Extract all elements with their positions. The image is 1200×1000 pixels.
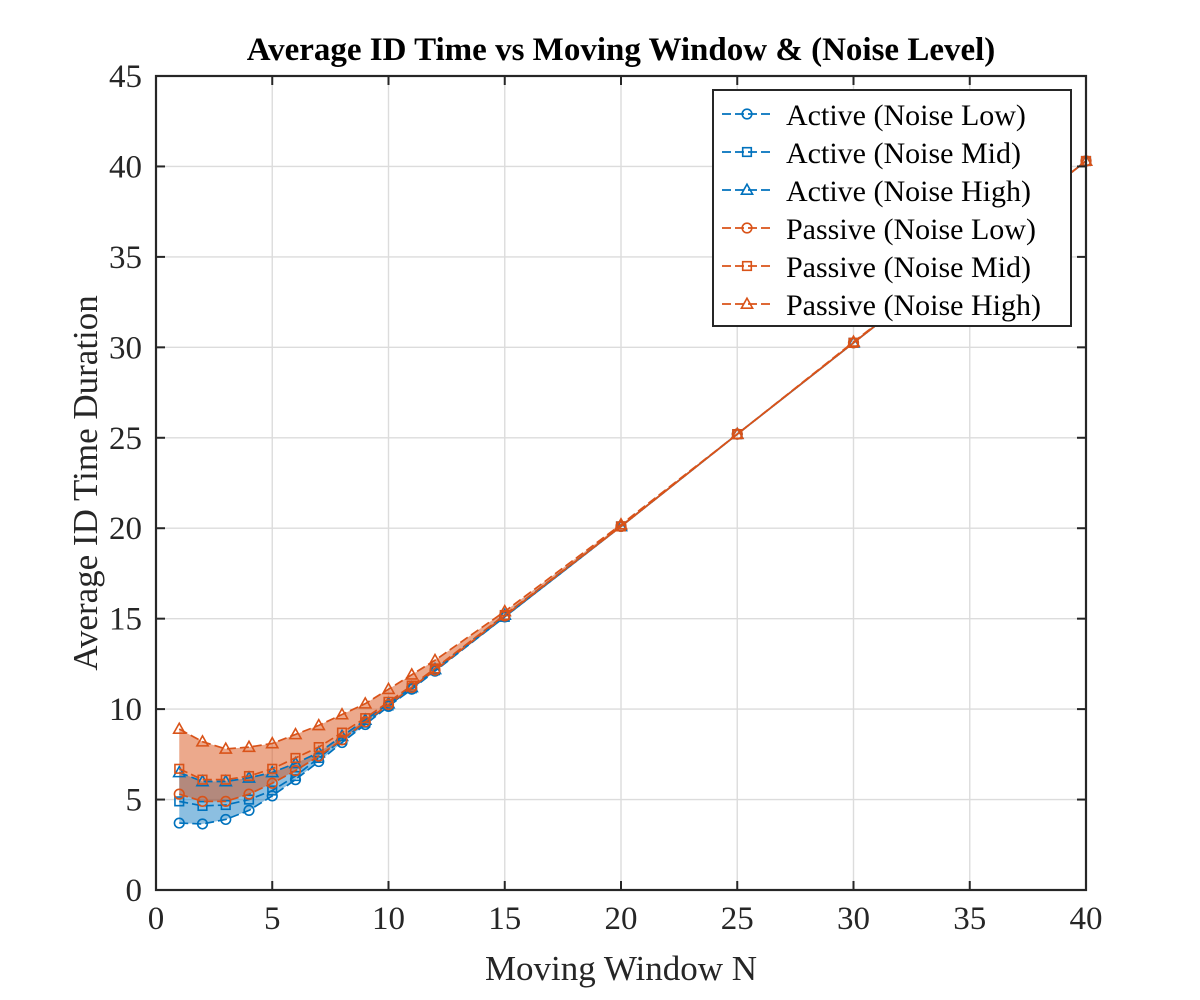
data-point [220, 774, 231, 785]
data-point [381, 681, 396, 695]
data-point [174, 763, 185, 774]
data-point [218, 741, 233, 754]
x-tick-label: 0 [148, 901, 165, 937]
data-point [265, 764, 280, 778]
data-point [266, 777, 278, 789]
data-point [335, 707, 349, 720]
data-point [358, 696, 373, 709]
data-point [288, 726, 303, 740]
legend-swatch-marker [741, 108, 753, 120]
series-line [178, 160, 1087, 781]
legend-label: Active (Noise Low) [786, 99, 1026, 132]
data-point [174, 796, 185, 807]
legend-swatch-marker [741, 146, 753, 158]
data-point [195, 774, 210, 787]
series-passive-noise-high [172, 153, 1093, 754]
y-tick-label: 30 [109, 330, 142, 366]
data-point [265, 736, 280, 749]
data-point [290, 752, 301, 764]
data-point [243, 770, 255, 782]
series-lines [172, 153, 1093, 830]
legend-swatch-marker [740, 296, 754, 310]
data-point [267, 763, 278, 774]
legend-swatch-marker [741, 222, 753, 234]
data-point [243, 794, 255, 805]
y-tick-label: 35 [109, 240, 142, 276]
data-point [243, 804, 255, 817]
data-point [497, 603, 512, 617]
data-point [172, 721, 187, 735]
data-point [614, 517, 628, 530]
legend: Active (Noise Low) Active (Noise Mid) Acti… [712, 89, 1072, 327]
legend-swatch-marker [740, 182, 754, 195]
data-point [311, 717, 326, 731]
x-tick-label: 40 [1070, 901, 1103, 937]
y-tick-label: 0 [126, 873, 143, 909]
y-tick-label: 45 [109, 59, 142, 95]
y-tick-label: 15 [109, 602, 142, 638]
data-point [336, 734, 348, 746]
legend-label: Active (Noise High) [786, 175, 1031, 208]
legend-box [712, 89, 1072, 327]
x-tick-label: 25 [721, 901, 754, 937]
y-tick-label: 40 [109, 149, 142, 185]
series-line [178, 160, 1087, 750]
data-point [220, 795, 232, 807]
data-point [313, 741, 324, 753]
legend-label: Passive (Noise Low) [786, 213, 1036, 246]
legend-label: Passive (Noise High) [786, 289, 1041, 322]
x-tick-label: 30 [837, 901, 870, 937]
data-point [406, 680, 417, 691]
data-point [173, 788, 185, 800]
data-point [197, 774, 208, 785]
data-point [195, 734, 210, 747]
data-point [173, 817, 185, 829]
x-tick-label: 10 [372, 901, 405, 937]
data-point [172, 764, 187, 778]
data-point [846, 334, 861, 347]
data-point [290, 770, 301, 782]
data-point [360, 713, 371, 724]
data-point [243, 788, 255, 800]
data-point [242, 739, 256, 753]
x-tick-label: 35 [953, 901, 986, 937]
y-tick-label: 20 [109, 511, 142, 547]
axis-ticks [155, 75, 1087, 891]
data-point [197, 800, 208, 811]
data-point [196, 795, 209, 807]
data-point [336, 727, 348, 738]
tick-labels: 0 5 10 15 20 25 30 35 40 0 5 10 15 20 25 30 35 40 45 [109, 59, 1103, 937]
data-point [730, 426, 745, 440]
y-tick-label: 10 [109, 692, 142, 728]
data-point [383, 696, 394, 707]
y-tick-label: 25 [109, 421, 142, 457]
legend-label: Passive (Noise Mid) [786, 251, 1031, 284]
x-tick-label: 5 [264, 901, 281, 937]
data-point [267, 785, 278, 796]
legend-label: Active (Noise Mid) [786, 137, 1021, 170]
data-point [428, 652, 442, 666]
data-point [220, 813, 232, 826]
chart-title: Average ID Time vs Moving Window & (Nois… [247, 32, 996, 68]
data-point [196, 818, 209, 830]
x-tick-label: 15 [488, 901, 521, 937]
data-point [289, 765, 302, 777]
data-point [218, 774, 233, 787]
y-axis-label: Average ID Time Duration [66, 295, 105, 671]
legend-swatch-marker [741, 260, 753, 272]
x-tick-label: 20 [605, 901, 638, 937]
data-point [404, 667, 419, 680]
y-tick-label: 5 [126, 783, 143, 819]
x-axis-label: Moving Window N [485, 949, 757, 988]
